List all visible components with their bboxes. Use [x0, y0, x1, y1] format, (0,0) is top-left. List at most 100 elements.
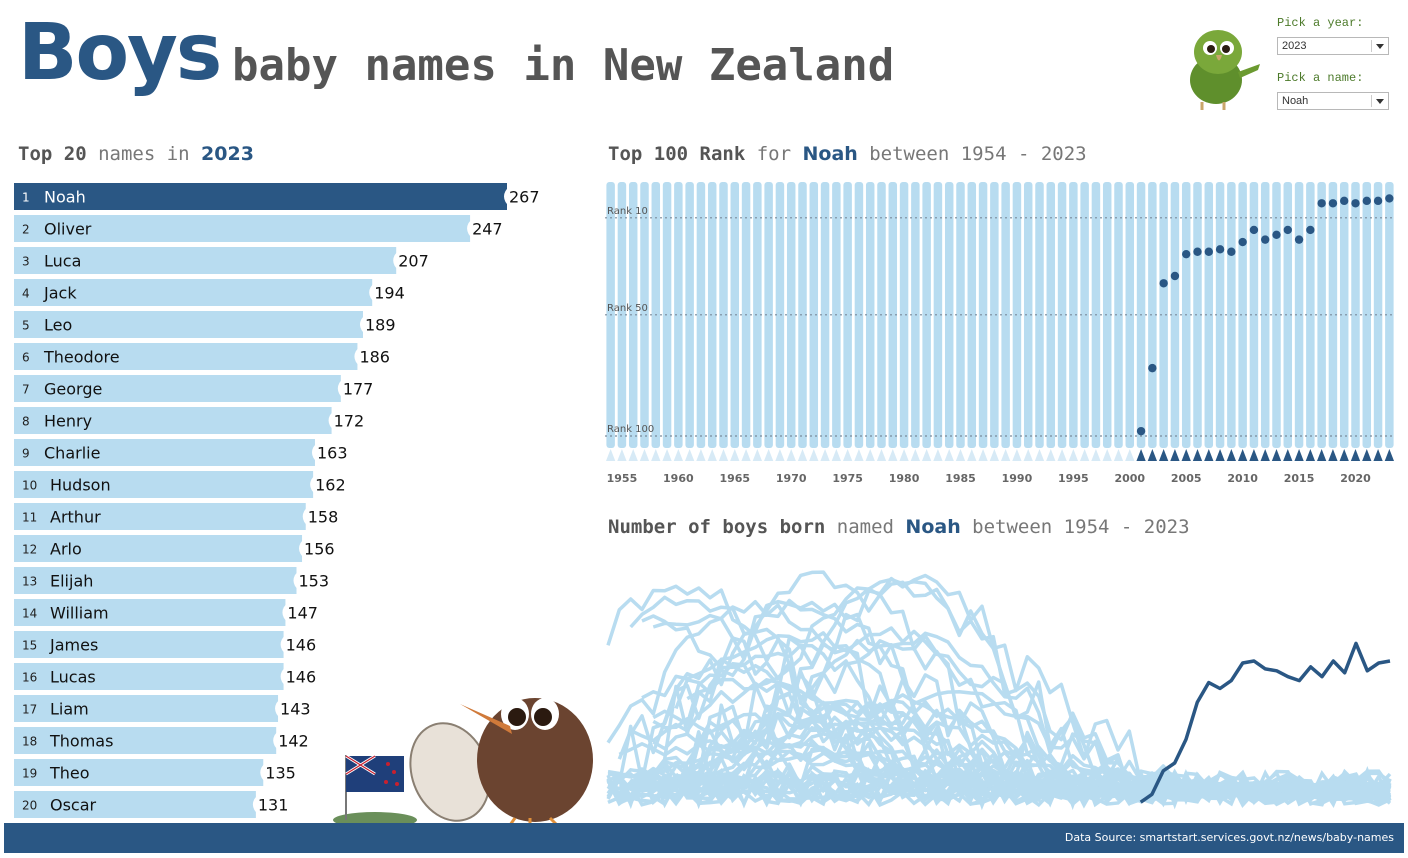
bar-rank: 1 — [22, 191, 30, 205]
year-marker-triangle — [617, 449, 627, 461]
bar-name-label: Thomas — [49, 732, 113, 751]
rank-point — [1294, 235, 1304, 244]
highlight-name-line — [1139, 641, 1391, 804]
bar — [14, 503, 306, 530]
bar-value-label: 146 — [286, 636, 317, 655]
x-tick-label: 1980 — [889, 472, 920, 485]
bar-rank: 8 — [22, 415, 30, 429]
year-select-value: 2023 — [1282, 40, 1307, 52]
rank-point — [1170, 271, 1180, 281]
x-tick-label: 2005 — [1171, 472, 1202, 485]
bar-rank: 14 — [22, 607, 37, 621]
year-marker-triangle — [978, 449, 988, 461]
year-marker-triangle — [1283, 449, 1293, 461]
year-column — [1249, 182, 1259, 448]
year-column — [854, 182, 864, 448]
year-marker-triangle — [651, 449, 661, 461]
bar-name-label: Luca — [44, 252, 81, 271]
year-marker-triangle — [662, 449, 672, 461]
name-select-value: Noah — [1282, 95, 1309, 107]
year-column — [753, 182, 762, 448]
value-label-bg — [273, 726, 312, 755]
year-marker-triangle — [809, 449, 819, 461]
year-marker-triangle — [1305, 449, 1315, 461]
year-column — [1238, 182, 1247, 448]
x-tick-label: 1960 — [663, 472, 694, 485]
bar-rank: 7 — [22, 383, 30, 397]
rank-point — [1385, 194, 1394, 203]
bar-name-label: Arthur — [50, 508, 101, 527]
page-title-boys: Boys — [18, 8, 222, 98]
bar-rank: 16 — [22, 671, 37, 685]
bar-name-label: William — [50, 604, 109, 623]
year-marker-triangle — [831, 449, 841, 461]
count-title-name: Noah — [905, 516, 961, 538]
year-select[interactable]: 2023 — [1277, 37, 1389, 55]
top20-title: Top 20 names in 2023 — [18, 143, 254, 165]
name-select[interactable]: Noah — [1277, 92, 1389, 110]
bar-name-label: Jack — [43, 284, 77, 303]
year-marker-triangle — [989, 449, 999, 461]
bar-rank: 6 — [22, 351, 30, 365]
top20-title-year: 2023 — [201, 143, 254, 165]
chevron-down-icon[interactable] — [1376, 99, 1384, 104]
year-marker-triangle — [1147, 449, 1157, 461]
year-marker-triangle — [1113, 449, 1124, 461]
bar — [14, 599, 286, 626]
year-marker-triangle — [1125, 449, 1135, 461]
year-marker-triangle — [1170, 449, 1180, 461]
year-marker-triangle — [718, 449, 729, 461]
rank-point — [1249, 225, 1259, 235]
rank-point — [1227, 247, 1236, 256]
bar — [14, 695, 279, 722]
year-marker-triangle — [1136, 449, 1146, 461]
bar-name-label: Oliver — [44, 220, 92, 239]
year-marker-triangle — [1238, 449, 1248, 461]
bar-rank: 5 — [22, 319, 30, 333]
bar-value-label: 131 — [258, 796, 289, 815]
bar-rank: 9 — [22, 447, 30, 461]
bar-rank: 12 — [22, 543, 37, 557]
year-column — [730, 182, 740, 448]
year-marker-triangle — [1159, 449, 1169, 461]
chevron-down-icon[interactable] — [1376, 44, 1384, 49]
value-label-bg — [282, 598, 321, 627]
year-column — [1069, 182, 1078, 448]
bar-name-label: Theo — [49, 764, 90, 783]
bar-name-label: Theodore — [43, 348, 120, 367]
rank-title-range: between 1954 - 2023 — [857, 143, 1087, 165]
bar-rank: 13 — [22, 575, 37, 589]
reference-line-label: Rank 10 — [607, 206, 648, 217]
bar-value-label: 147 — [287, 604, 318, 623]
bar-value-label: 135 — [265, 764, 296, 783]
bar — [14, 471, 314, 498]
value-label-bg — [369, 278, 408, 307]
year-marker-triangle — [888, 449, 898, 461]
year-column — [662, 182, 672, 448]
year-marker-triangle — [741, 449, 751, 461]
bar — [14, 663, 284, 690]
value-label-bg — [310, 470, 349, 499]
bar-value-label: 186 — [359, 348, 390, 367]
year-marker-triangle — [1384, 449, 1394, 461]
year-column — [1339, 182, 1349, 448]
bar — [14, 759, 264, 786]
bar — [14, 215, 471, 242]
year-marker-triangle — [1215, 449, 1225, 461]
rank-point — [1238, 237, 1247, 247]
x-tick-label: 1955 — [607, 472, 638, 485]
bar-name-label: Lucas — [50, 668, 96, 687]
rank-point — [1148, 363, 1157, 373]
bar-value-label: 177 — [343, 380, 374, 399]
bar-rank: 4 — [22, 287, 30, 301]
year-marker-triangle — [967, 449, 977, 461]
kakapo-parrot-illustration — [1190, 30, 1260, 110]
year-marker-triangle — [1294, 449, 1304, 461]
year-column — [707, 182, 717, 448]
bar-value-label: 247 — [472, 220, 503, 239]
kiwi-bird-illustration — [333, 698, 593, 833]
year-column — [990, 182, 999, 448]
year-column — [640, 182, 649, 448]
year-marker-triangle — [1373, 449, 1383, 461]
